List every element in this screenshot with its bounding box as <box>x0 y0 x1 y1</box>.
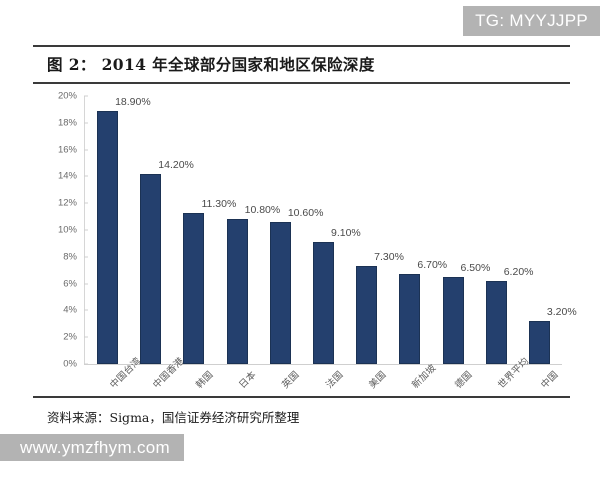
figure-top-rule <box>33 45 570 47</box>
y-axis-tick-mark <box>84 175 88 177</box>
x-axis-category-label: 英国 <box>280 369 302 391</box>
x-axis-category-label: 韩国 <box>194 369 216 391</box>
y-axis-tick-mark <box>84 309 88 311</box>
y-axis-tick-label: 2% <box>63 331 77 343</box>
bar[interactable] <box>313 242 334 364</box>
y-axis-tick-mark <box>84 149 88 151</box>
watermark-top-right: TG: MYYJJPP <box>463 6 600 36</box>
figure-container: 图 2： 2014 年全球部分国家和地区保险深度 20% 18% 16% 14% 12%… <box>33 45 577 426</box>
y-axis-tick-mark <box>84 229 88 231</box>
bar[interactable] <box>269 221 291 364</box>
y-axis-tick-mark <box>84 95 88 97</box>
bar[interactable] <box>183 212 205 364</box>
bar[interactable] <box>528 321 550 364</box>
bar[interactable] <box>97 110 119 364</box>
bar[interactable] <box>226 219 248 364</box>
figure-title: 图 2： 2014 年全球部分国家和地区保险深度 <box>47 55 375 74</box>
y-axis-tick-label: 0% <box>63 358 77 370</box>
bar-value-label: 6.50% <box>460 261 491 274</box>
figure-bottom-rule <box>33 396 570 398</box>
bar-value-label: 14.20% <box>158 158 194 171</box>
y-axis-tick-label: 12% <box>57 197 77 209</box>
chart-plot-region: 20% 18% 16% 14% 12% 10% 8% 6% 4% 2% 0% 18.90% 中国台湾 14… <box>33 84 577 396</box>
y-axis-tick-label: 8% <box>63 251 77 263</box>
bar-chart-canvas: 20% 18% 16% 14% 12% 10% 8% 6% 4% 2% 0% 18.90% 中国台湾 14… <box>58 91 577 391</box>
y-axis-tick-label: 20% <box>57 90 77 102</box>
y-axis-tick-label: 18% <box>57 117 77 129</box>
y-axis-tick-label: 14% <box>57 170 77 182</box>
figure-source: 资料来源：Sigma，国信证券经济研究所整理 <box>47 410 300 425</box>
y-axis-tick-label: 10% <box>57 224 77 236</box>
x-axis-category-label: 美国 <box>366 369 389 391</box>
bar-value-label: 7.30% <box>374 251 404 264</box>
bar[interactable] <box>140 173 162 364</box>
y-axis-tick-mark <box>84 122 88 124</box>
x-axis-line <box>84 364 562 365</box>
bar-value-label: 9.10% <box>331 227 361 240</box>
y-axis-tick-label: 4% <box>63 304 77 316</box>
y-axis-tick-label: 6% <box>63 278 77 290</box>
bar[interactable] <box>399 274 421 364</box>
y-axis-tick-mark <box>84 336 88 338</box>
bar[interactable] <box>442 276 464 364</box>
bar-value-label: 3.20% <box>546 306 577 319</box>
bar[interactable] <box>356 266 378 364</box>
watermark-bottom-left-text: www.ymzfhym.com <box>20 437 170 457</box>
x-axis-category-label: 德国 <box>453 369 475 391</box>
bar-value-label: 6.70% <box>417 259 448 272</box>
bar-value-label: 18.90% <box>115 95 151 108</box>
x-axis-category-label: 日本 <box>237 369 259 391</box>
x-axis-category-label: 中国 <box>539 369 562 391</box>
x-axis-category-label: 法国 <box>323 369 346 391</box>
watermark-top-right-text: TG: MYYJJPP <box>475 11 588 30</box>
y-axis-tick-label: 16% <box>57 144 77 156</box>
bar-value-label: 10.80% <box>244 204 281 217</box>
watermark-bottom-left: www.ymzfhym.com <box>0 434 184 461</box>
bar[interactable] <box>485 280 507 364</box>
y-axis-tick-mark <box>84 256 88 258</box>
y-axis-tick-mark <box>84 283 88 285</box>
bar-value-label: 6.20% <box>503 265 534 278</box>
y-axis-tick-mark <box>84 363 88 365</box>
y-axis-tick-mark <box>84 202 88 204</box>
figure-title-underline <box>33 82 570 84</box>
bar-value-label: 10.60% <box>287 206 324 219</box>
bar-value-label: 11.30% <box>201 197 237 210</box>
